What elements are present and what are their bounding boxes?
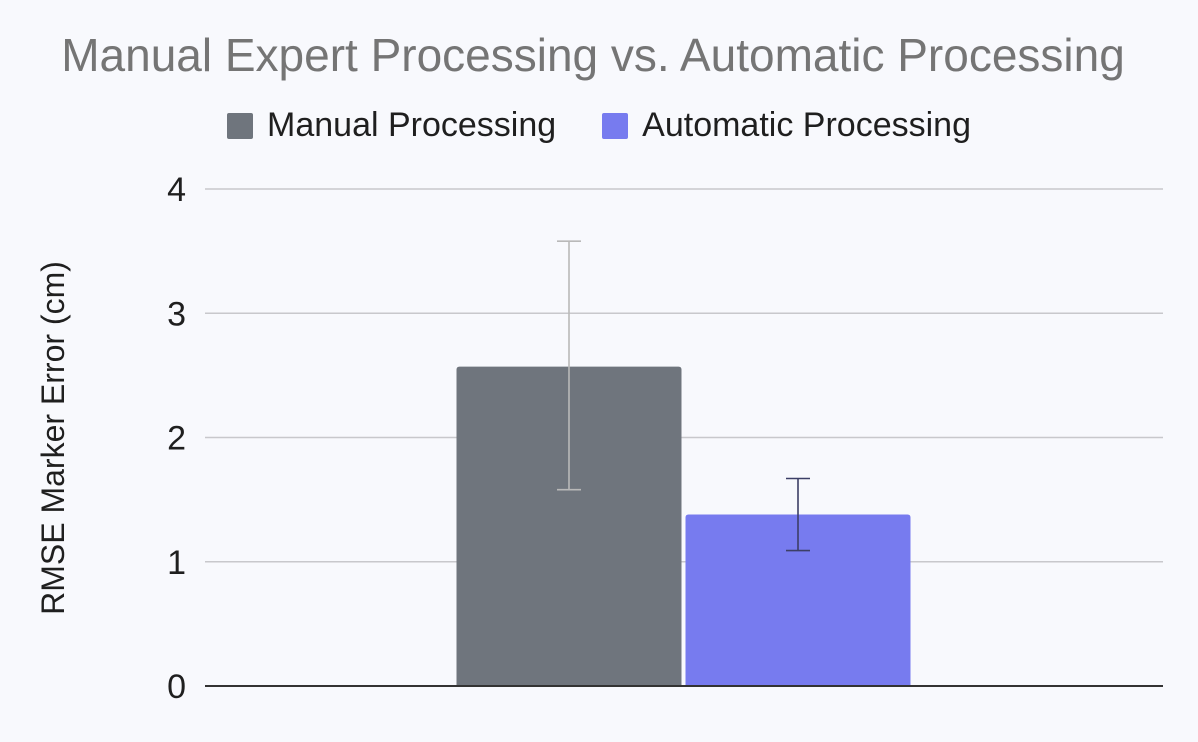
y-tick-label: 2	[167, 420, 186, 458]
axis-layer: 0 1 2 3 4	[167, 171, 1163, 706]
y-tick-label: 3	[167, 295, 186, 333]
y-tick-label: 0	[167, 668, 186, 706]
bar-manual-processing	[456, 366, 682, 686]
chart-title: Manual Expert Processing vs. Automatic P…	[61, 29, 1125, 81]
error-bar-automatic-processing	[786, 477, 810, 552]
y-tick-label: 4	[167, 171, 186, 209]
y-tick-label: 1	[167, 544, 186, 582]
grid-layer	[205, 188, 1163, 563]
legend-label-manual: Manual Processing	[267, 106, 557, 144]
bar-layer	[456, 366, 911, 686]
error-bar-manual-processing	[557, 240, 581, 491]
error-layer	[557, 240, 810, 552]
legend-swatch-automatic	[602, 112, 629, 139]
legend-item-manual: Manual Processing	[227, 106, 556, 145]
y-axis-title: RMSE Marker Error (cm)	[35, 261, 71, 615]
bar-automatic-processing	[685, 514, 911, 686]
legend: Manual Processing Automatic Processing	[0, 106, 1198, 145]
legend-label-automatic: Automatic Processing	[642, 106, 971, 144]
legend-item-automatic: Automatic Processing	[602, 106, 971, 145]
legend-swatch-manual	[227, 112, 254, 139]
